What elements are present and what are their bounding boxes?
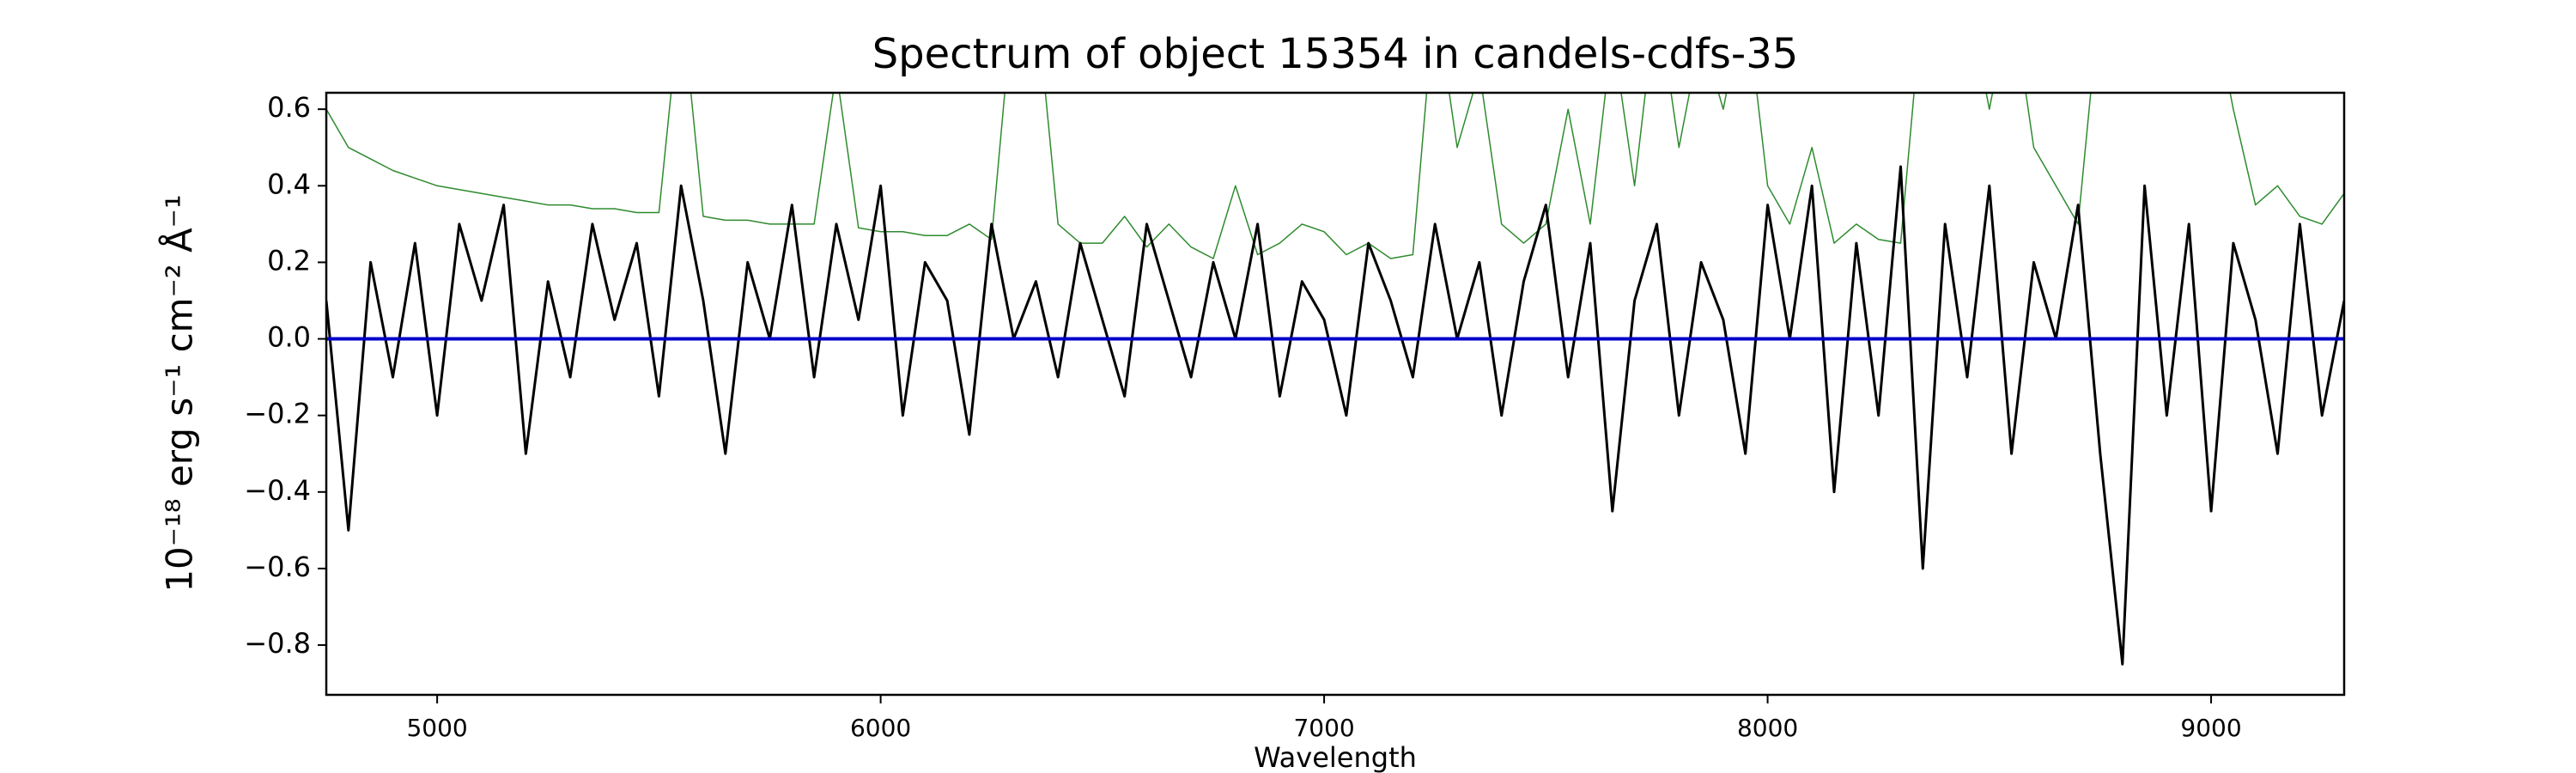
y-tick-label: −0.8 <box>244 627 311 660</box>
x-tick-label: 9000 <box>2180 714 2241 742</box>
y-tick-label: 0.0 <box>267 321 311 354</box>
chart-title: Spectrum of object 15354 in candels-cdfs… <box>872 30 1799 78</box>
y-tick-label: 0.2 <box>267 244 311 277</box>
x-tick-label: 7000 <box>1293 714 1354 742</box>
plot-area <box>326 93 2344 666</box>
y-tick-label: −0.6 <box>244 551 311 583</box>
x-axis-label: Wavelength <box>1254 741 1417 773</box>
y-tick-label: −0.4 <box>244 474 311 507</box>
axes-frame <box>325 91 2346 697</box>
series-line <box>326 93 2344 259</box>
y-tick-label: −0.2 <box>244 398 311 430</box>
x-tick-label: 5000 <box>406 714 467 742</box>
y-tick-label: 0.4 <box>267 167 311 200</box>
x-tick-label: 8000 <box>1737 714 1798 742</box>
y-axis-label: 10⁻¹⁸ erg s⁻¹ cm⁻² Å⁻¹ <box>158 194 201 592</box>
series-line <box>326 165 2344 666</box>
y-tick-label: 0.6 <box>267 91 311 124</box>
x-tick-label: 6000 <box>850 714 911 742</box>
